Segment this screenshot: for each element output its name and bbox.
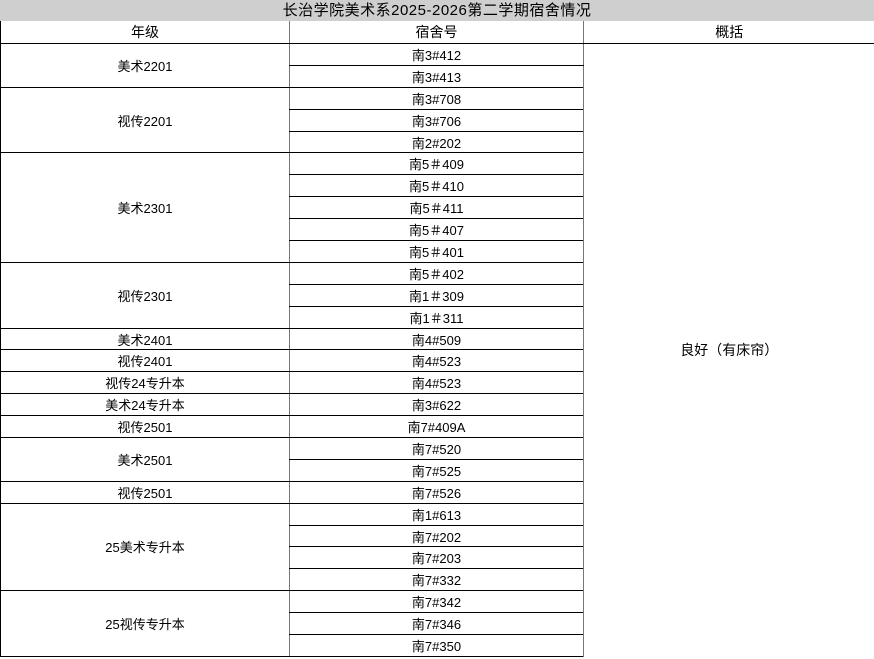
table-body: 美术2201 南3#412 良好（有床帘） 南3#413 视传2201 南3#708 南3#… (0, 43, 874, 657)
table-row: 南3#413 (1, 65, 874, 88)
dorm-cell: 南4#523 (289, 371, 584, 395)
dorm-cell: 南5＃401 (289, 240, 584, 263)
grade-cell: 视传24专升本 (0, 371, 290, 395)
table-row: 视传2401 南4#523 (0, 349, 874, 373)
table-row: 南7#202 (1, 525, 874, 548)
table-row: 南1＃311 (1, 306, 874, 329)
table-row: 南7#525 (1, 459, 874, 482)
dorm-cell: 南3#622 (289, 393, 584, 417)
column-header-dorm: 宿舍号 (289, 21, 584, 44)
dorm-cell: 南3#706 (289, 109, 584, 132)
dorm-cell: 南7#203 (289, 546, 584, 570)
table-row: 视传2501 南7#409A (0, 415, 874, 439)
header-row: 年级 宿舍号 概括 (0, 21, 874, 44)
table-row: 南5＃411 (1, 196, 874, 220)
table-row: 25美术专升本 南1#613 (0, 503, 874, 592)
column-header-summary: 概括 (583, 21, 874, 44)
table-row: 美术2501 南7#520 (0, 437, 874, 482)
dorm-cell: 南7#525 (289, 459, 584, 482)
dorm-cell: 南7#202 (289, 525, 584, 548)
dorm-cell: 南7#350 (289, 634, 584, 657)
table-row: 南7#346 (1, 612, 874, 636)
column-header-grade: 年级 (0, 21, 290, 44)
dorm-cell: 南2#202 (289, 131, 584, 154)
dorm-cell: 南3#413 (289, 65, 584, 88)
table-row: 视传2301 南5＃402 (0, 262, 874, 329)
table-row: 美术2301 南5＃409 (0, 152, 874, 263)
report-title: 长治学院美术系2025-2026第二学期宿舍情况 (0, 0, 874, 21)
dorm-cell: 南4#509 (289, 328, 584, 351)
table-row: 视传24专升本 南4#523 (0, 371, 874, 395)
table-row: 南2#202 (1, 131, 874, 154)
dorm-cell: 南5＃407 (289, 218, 584, 242)
dorm-cell: 南7#332 (289, 568, 584, 592)
table-row: 25视传专升本 南7#342 (0, 590, 874, 657)
table-row: 南7#332 (1, 568, 874, 592)
table-row: 美术2201 南3#412 良好（有床帘） (0, 43, 874, 657)
table-row: 南7#203 (1, 546, 874, 570)
grade-cell: 美术2501 (0, 437, 290, 482)
summary-cell: 良好（有床帘） (583, 43, 874, 657)
table-row: 视传2201 南3#708 (0, 87, 874, 154)
grade-cell: 美术2401 (0, 328, 290, 351)
grade-cell: 视传2501 (0, 415, 290, 439)
dorm-cell: 南3#412 (289, 43, 584, 66)
dorm-cell: 南5＃410 (289, 174, 584, 198)
dorm-cell: 南7#342 (289, 590, 584, 614)
dorm-cell: 南7#526 (289, 481, 584, 504)
table-row: 视传2501 南7#526 (0, 481, 874, 504)
grade-cell: 视传2401 (0, 349, 290, 373)
table-row: 南5＃407 (1, 218, 874, 242)
dorm-cell: 南7#409A (289, 415, 584, 439)
dorm-cell: 南7#346 (289, 612, 584, 636)
grade-cell: 视传2301 (0, 262, 290, 329)
grade-cell: 视传2201 (0, 87, 290, 154)
table-row: 南5＃401 (1, 240, 874, 263)
table-row: 南1＃309 (1, 284, 874, 307)
table-row: 美术24专升本 南3#622 (0, 393, 874, 417)
table-row: 南7#350 (1, 634, 874, 657)
grade-cell: 美术24专升本 (0, 393, 290, 417)
dorm-cell: 南3#708 (289, 87, 584, 110)
table-row: 南3#706 (1, 109, 874, 132)
grade-cell: 美术2201 (0, 43, 290, 88)
dorm-cell: 南1＃311 (289, 306, 584, 329)
grade-cell: 25视传专升本 (0, 590, 290, 657)
grade-cell: 视传2501 (0, 481, 290, 504)
dorm-cell: 南5＃409 (289, 152, 584, 176)
dorm-cell: 南4#523 (289, 349, 584, 373)
dorm-cell: 南5＃411 (289, 196, 584, 220)
dorm-table: 年级 宿舍号 概括 美术2201 南3#412 良好（有床帘） 南3#413 视传220… (0, 21, 874, 657)
dorm-cell: 南1＃309 (289, 284, 584, 307)
table-row: 美术2401 南4#509 (0, 328, 874, 351)
dorm-cell: 南1#613 (289, 503, 584, 526)
grade-cell: 25美术专升本 (0, 503, 290, 592)
dorm-cell: 南7#520 (289, 437, 584, 460)
dorm-cell: 南5＃402 (289, 262, 584, 285)
grade-cell: 美术2301 (0, 152, 290, 263)
table-row: 南5＃410 (1, 174, 874, 198)
